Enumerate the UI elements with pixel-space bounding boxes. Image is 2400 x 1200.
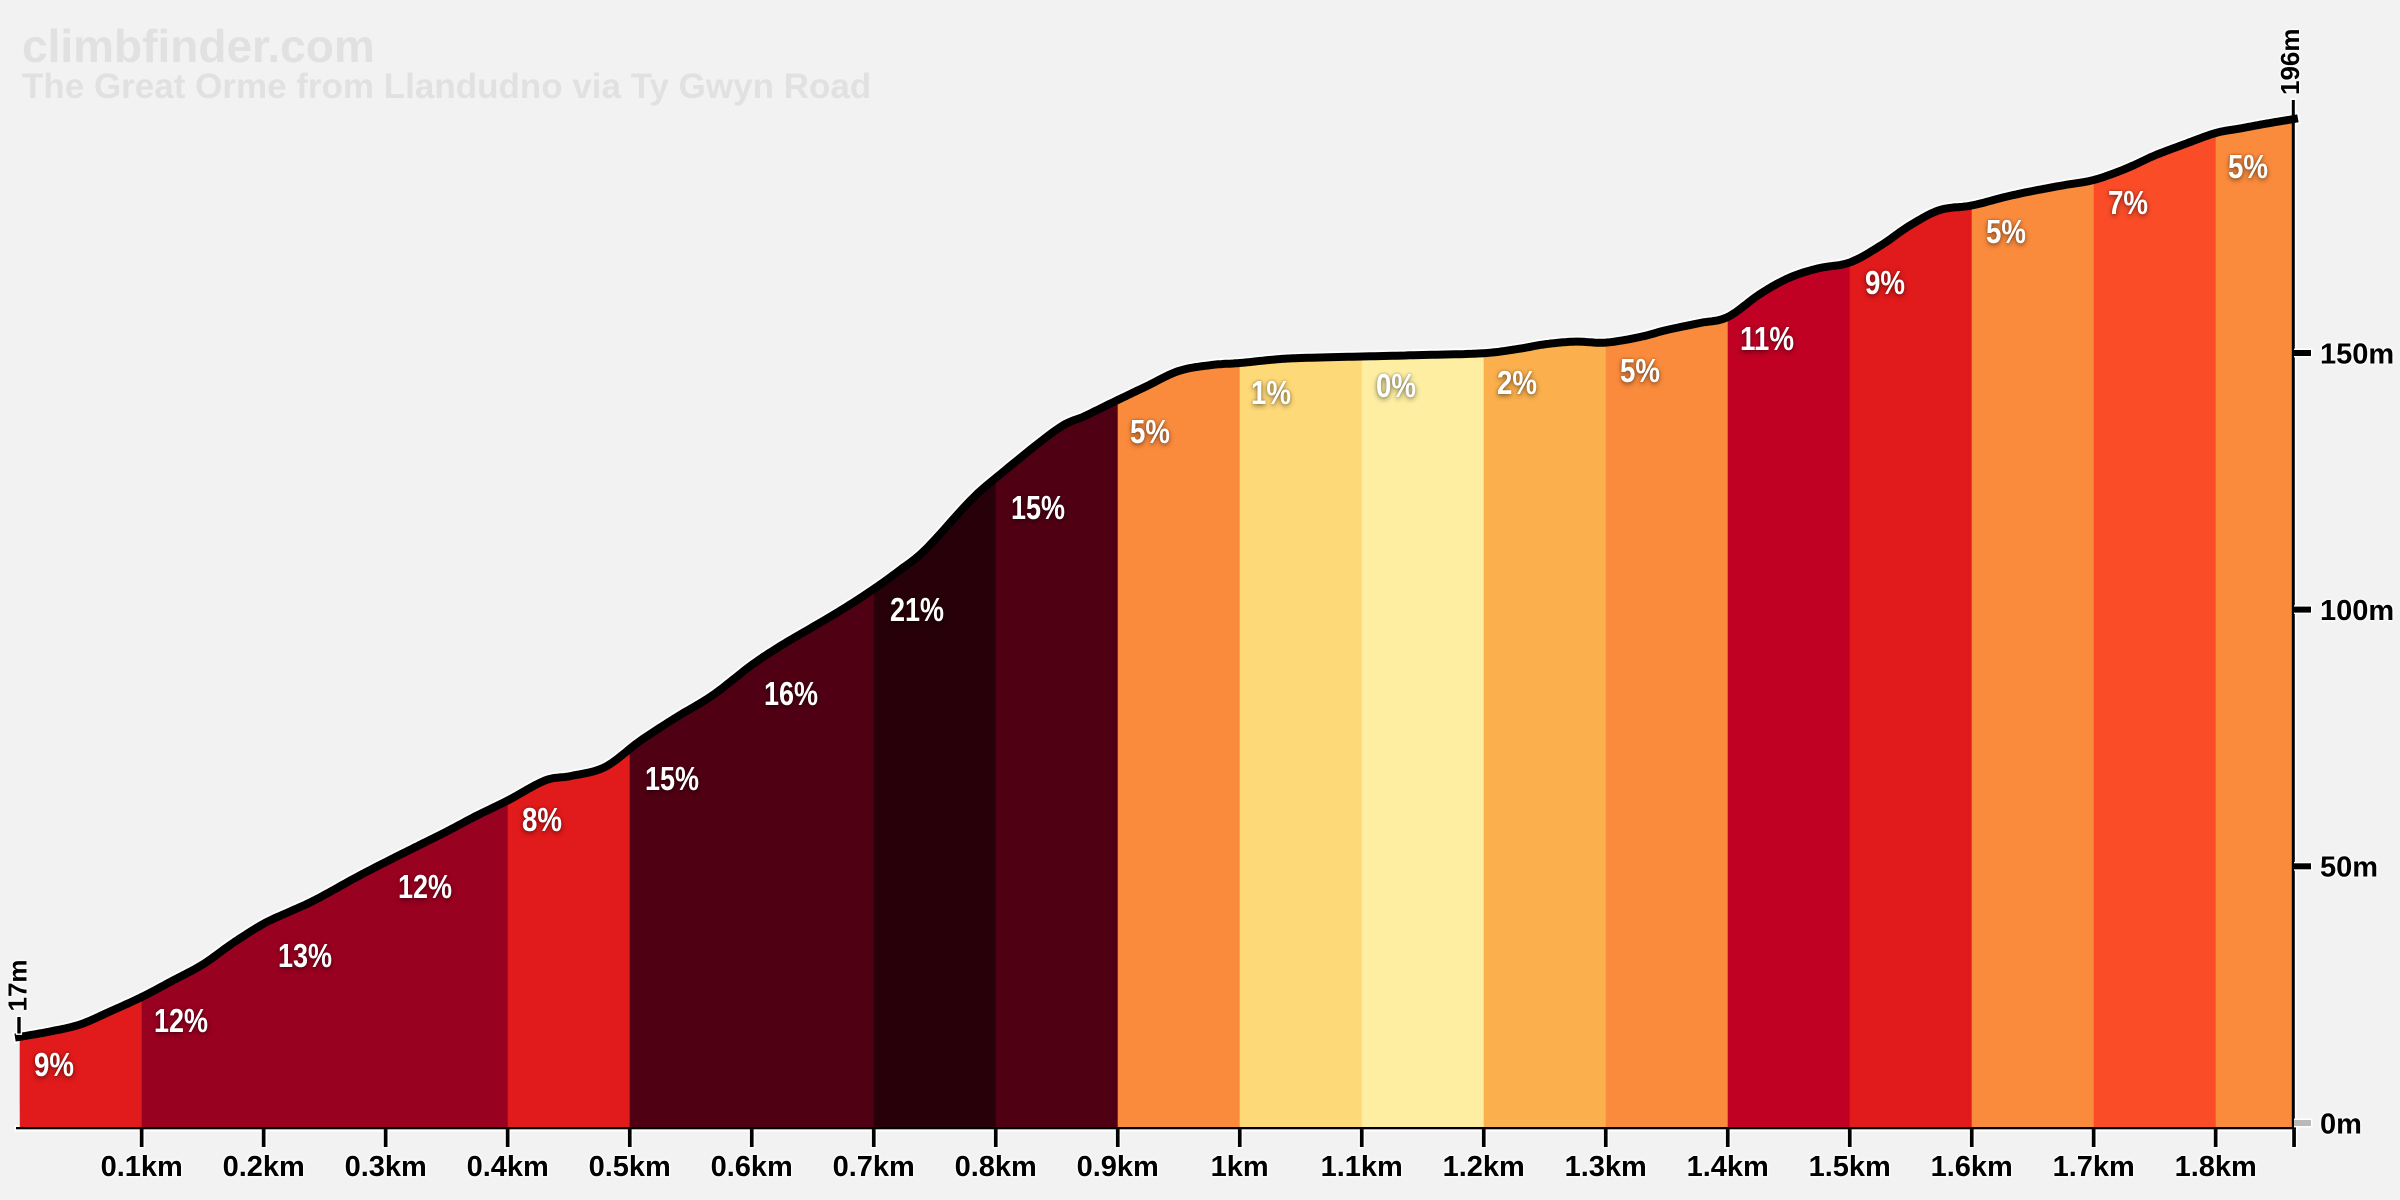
svg-text:5%: 5% — [1986, 213, 2026, 250]
svg-text:1.8km: 1.8km — [2175, 1151, 2257, 1183]
svg-text:0m: 0m — [2320, 1108, 2362, 1140]
svg-text:1.2km: 1.2km — [1443, 1151, 1525, 1183]
svg-text:5%: 5% — [1130, 413, 1170, 450]
svg-text:8%: 8% — [522, 801, 562, 838]
svg-text:0.1km: 0.1km — [101, 1151, 183, 1183]
svg-text:0.7km: 0.7km — [833, 1151, 915, 1183]
svg-text:0.2km: 0.2km — [223, 1151, 305, 1183]
svg-text:16%: 16% — [764, 675, 818, 712]
svg-text:1.6km: 1.6km — [1931, 1151, 2013, 1183]
svg-text:1.7km: 1.7km — [2053, 1151, 2135, 1183]
svg-text:1.1km: 1.1km — [1321, 1151, 1403, 1183]
svg-text:12%: 12% — [398, 868, 452, 905]
svg-text:0.5km: 0.5km — [589, 1151, 671, 1183]
svg-text:12%: 12% — [154, 1002, 208, 1039]
svg-text:0%: 0% — [1376, 367, 1416, 404]
svg-text:15%: 15% — [1011, 489, 1065, 526]
svg-text:5%: 5% — [1620, 352, 1660, 389]
svg-text:1km: 1km — [1211, 1151, 1269, 1183]
svg-text:17m: 17m — [3, 959, 33, 1011]
svg-text:21%: 21% — [890, 591, 944, 628]
svg-text:1%: 1% — [1251, 374, 1291, 411]
svg-text:7%: 7% — [2108, 184, 2148, 221]
svg-text:The Great Orme from Llandudno: The Great Orme from Llandudno via Ty Gwy… — [22, 67, 871, 106]
svg-text:9%: 9% — [34, 1046, 74, 1083]
svg-text:0.3km: 0.3km — [345, 1151, 427, 1183]
svg-text:1.4km: 1.4km — [1687, 1151, 1769, 1183]
svg-text:11%: 11% — [1740, 320, 1794, 357]
svg-text:150m: 150m — [2320, 338, 2394, 370]
svg-text:9%: 9% — [1865, 264, 1905, 301]
svg-text:2%: 2% — [1497, 364, 1537, 401]
svg-text:100m: 100m — [2320, 595, 2394, 627]
svg-text:15%: 15% — [645, 760, 699, 797]
svg-text:13%: 13% — [278, 937, 332, 974]
svg-text:50m: 50m — [2320, 852, 2378, 884]
svg-text:5%: 5% — [2228, 148, 2268, 185]
svg-text:0.8km: 0.8km — [955, 1151, 1037, 1183]
svg-text:climbfinder.com: climbfinder.com — [22, 20, 375, 72]
svg-text:0.4km: 0.4km — [467, 1151, 549, 1183]
svg-text:1.3km: 1.3km — [1565, 1151, 1647, 1183]
svg-text:1.5km: 1.5km — [1809, 1151, 1891, 1183]
svg-text:196m: 196m — [2275, 29, 2305, 96]
svg-text:0.6km: 0.6km — [711, 1151, 793, 1183]
svg-text:0.9km: 0.9km — [1077, 1151, 1159, 1183]
